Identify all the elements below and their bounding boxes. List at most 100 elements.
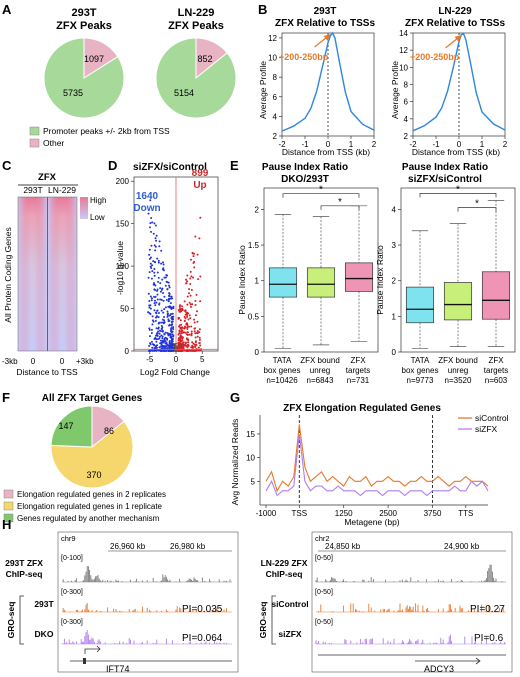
h-right-gro-track1 [316,603,506,613]
volcano-point-down [162,261,165,264]
panel-letter-e: E [230,158,239,173]
metagene-xtick-label: TSS [292,509,308,518]
volcano-point-down [170,295,173,298]
pie1-promoter-label: 5735 [63,88,83,98]
legend-label-sizfx: siZFX [475,424,498,434]
b2-ytick-label: 14 [399,29,408,38]
f-legend-swatch-2 [3,501,14,511]
b-xlabel-1: Distance from TSS (kb) [282,147,370,157]
volcano-point-down [151,319,154,322]
volcano-point-down [148,271,151,274]
b1-ytick-label: 4 [273,112,278,121]
volcano-ylabel: -log10 q-value [115,241,125,295]
box2-cat1-line2: box genes [402,366,439,375]
volcano-point-up [185,282,188,285]
box1-cat3-line1: ZFX [350,356,366,365]
box1-bracket-2-3 [320,205,360,210]
heatmap-xlabel: Distance to TSS [16,367,78,377]
b-annotation-2: +200-250bp [410,52,460,62]
volcano-point-up [196,335,199,338]
volcano-point-down [150,297,153,300]
volcano-point-down [152,260,155,263]
h-left-row1: 293T [34,599,54,609]
volcano-point-down [148,257,151,260]
panel-c: C ZFX 293T LN-229 [2,158,106,377]
h-left-gro-range2: [0-300] [61,619,83,626]
volcano-point-up [195,343,198,346]
volcano-point-down [168,341,171,344]
volcano-point-down [156,271,159,274]
volcano-point-down [170,335,173,338]
b1-ytick-label: 2 [273,132,278,141]
volcano-point-up [181,305,184,308]
panel-letter-h: H [2,517,11,532]
b-ylabel-1: Average Profile [258,61,268,119]
volcano-point-down [147,292,150,295]
volcano-point-up [186,303,189,306]
metagene-xtick-label: 1250 [335,509,353,518]
volcano-point-down [164,284,167,287]
volcano-point-up [179,344,182,347]
volcano-title: siZFX/siControl [133,162,207,173]
volcano-point-down [150,328,153,331]
volcano-point-up [177,339,180,342]
box2-ytick-label: 4 [392,205,397,214]
volcano-point-up [181,344,184,347]
pie1-title-line2: ZFX Peaks [56,20,112,32]
heatmap-col1: 293T [23,185,42,195]
box1-bracket-1-3 [282,193,360,198]
volcano-point-up [193,321,196,324]
volcano-point-up [180,328,183,331]
b2-ytick-label: 2 [404,132,409,141]
volcano-point-up [192,262,195,265]
volcano-point-up [177,337,180,340]
volcano-point-down [155,239,158,242]
volcano-xtick-label: 0 [174,355,179,364]
volcano-up-label: Up [193,180,206,191]
volcano-point-down [160,328,163,331]
volcano-point-up [186,274,189,277]
box1-cat3-line2: targets [346,366,370,375]
volcano-point-up [187,341,190,344]
pie-ln229 [155,37,237,119]
line2-title-line2: ZFX Relative to TSSs [405,18,505,29]
volcano-point-down [171,333,174,336]
panel-h: H chr9 26,960 kb 26,980 kb 293T ZFX ChIP… [2,517,513,674]
panel-letter-f: F [2,390,10,405]
volcano-point-down [155,301,158,304]
pie2-title-line1: LN-229 [178,7,215,19]
volcano-point-down [158,337,161,340]
box2-ytick-label: 3 [392,241,397,250]
f-legend-label-3: Genes regulated by another mechanism [17,514,160,523]
volcano-point-down [170,321,173,324]
metagene-title: ZFX Elongation Regulated Genes [283,403,441,414]
volcano-point-down [160,321,163,324]
panel-letter-d: D [108,158,117,173]
volcano-point-up [182,344,185,347]
box2-cat3-line2: targets [484,366,508,375]
h-left-gro-label: GRO-seq [6,602,16,639]
volcano-point-down [155,338,158,341]
volcano-point-up [199,275,202,278]
volcano-down-label: Down [133,203,160,214]
legend-swatch-other [29,138,40,148]
volcano-point-down [172,305,175,308]
volcano-point-down [163,308,166,311]
volcano-point-down [154,319,157,322]
volcano-point-up [194,340,197,343]
h-left-chip-label1: 293T ZFX [5,558,43,568]
volcano-point-down [155,344,158,347]
b2-xtick-label: 0 [457,140,462,149]
box2-cat3-n: n=603 [485,376,508,385]
h-left-chip-label2: ChIP-seq [6,569,43,579]
volcano-point-down [149,265,152,268]
volcano-point-up [193,318,196,321]
volcano-point-up [199,300,202,303]
b1-ytick-label: 10 [268,54,277,63]
heatmap-legend-high: High [90,196,106,205]
volcano-point-down [148,253,151,256]
volcano-point-down [156,298,159,301]
volcano-point-down [158,240,161,243]
volcano-point-down [156,293,159,296]
box1-ylabel: Pause Index Ratio [237,245,247,315]
